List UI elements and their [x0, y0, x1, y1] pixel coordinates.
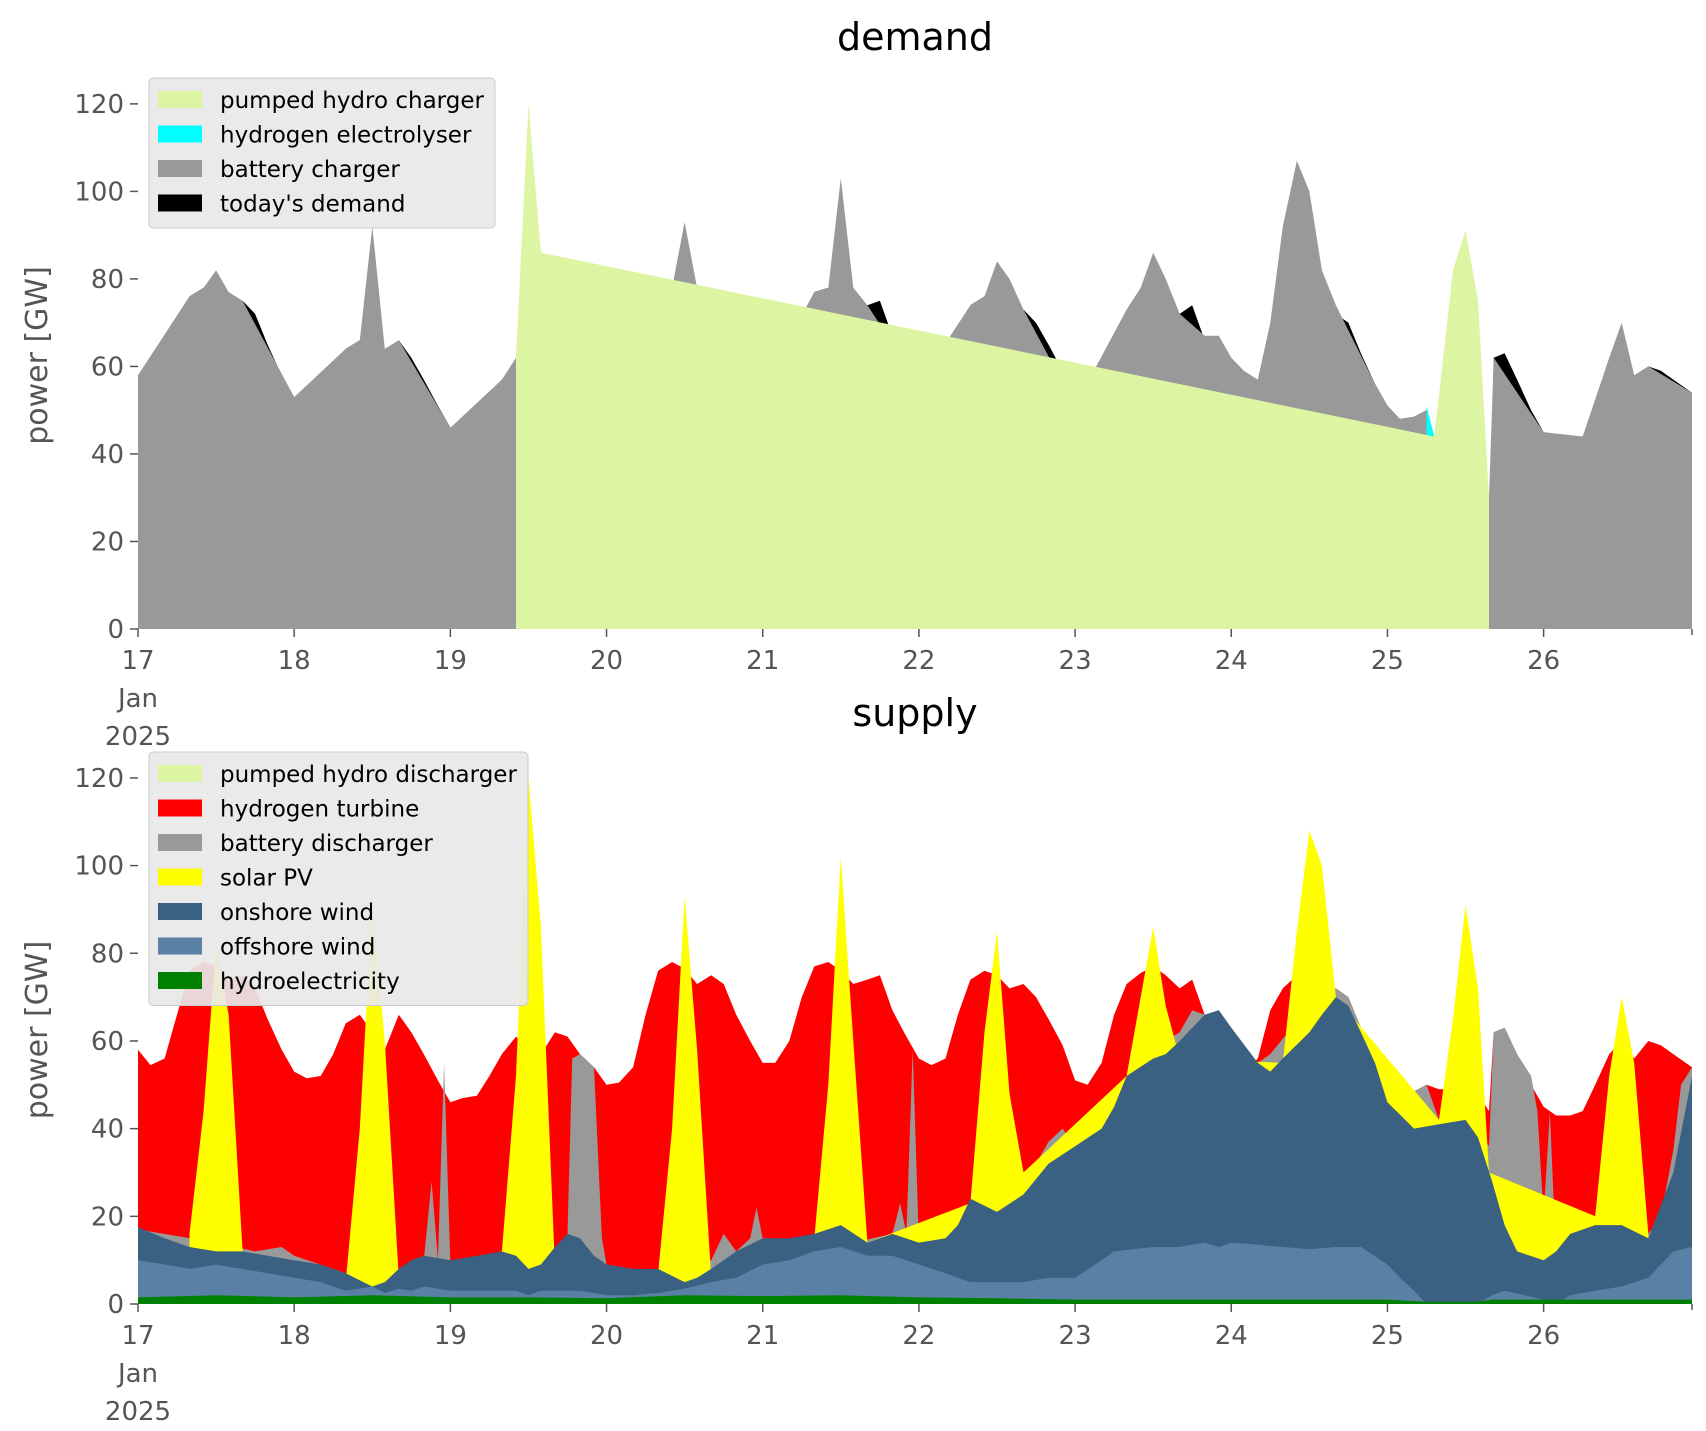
chart-1-area-offshore-wind: [138, 1242, 1692, 1304]
chart-1-legend-label-pumped-hydro-discharger: pumped hydro discharger: [220, 762, 517, 788]
chart-1-x-tick-label: Jan: [116, 1359, 158, 1389]
chart-1-x-tick-label: 20: [590, 1321, 623, 1351]
chart-0-title: demand: [837, 15, 993, 59]
chart-1-x-tick-label: 19: [434, 1321, 467, 1351]
chart-1-y-axis-label: power [GW]: [20, 941, 55, 1120]
chart-0-x-tick-label: Jan: [116, 684, 158, 714]
chart-0-x-tick-label: 2025: [105, 722, 171, 752]
chart-1-legend-label-battery-discharger: battery discharger: [220, 831, 433, 857]
chart-0-y-tick-label: 120: [74, 90, 124, 120]
chart-0-x-tick-label: 19: [434, 646, 467, 676]
chart-0-y-tick-label: 40: [91, 440, 124, 470]
chart-1-legend-box: [148, 751, 529, 1006]
chart-0-x-tick-label: 24: [1215, 646, 1248, 676]
chart-0-area-pumped-hydro-charger: [516, 103, 1489, 629]
chart-1-legend-swatch-offshore-wind: [158, 937, 202, 955]
chart-1-legend-label-hydroelectricity: hydroelectricity: [220, 969, 400, 995]
chart-0-x-tick-label: 25: [1371, 646, 1404, 676]
chart-1-y-tick-label: 40: [91, 1115, 124, 1145]
chart-1-x-tick-label: 22: [902, 1321, 935, 1351]
chart-0-y-tick-label: 20: [91, 527, 124, 557]
chart-1-y-tick-label: 20: [91, 1202, 124, 1232]
chart-1-y-tick-label: 120: [74, 764, 124, 794]
chart-1-x-tick-label: 17: [121, 1321, 154, 1351]
chart-1-y-tick-label: 80: [91, 939, 124, 969]
chart-0-y-axis-label: power [GW]: [20, 266, 55, 445]
chart-0-legend-label-battery-charger: battery charger: [220, 157, 400, 183]
chart-0-legend: pumped hydro charger hydrogen electrolyse…: [148, 77, 496, 229]
chart-1-area-hydroelectricity: [138, 1295, 1692, 1304]
chart-0-legend-label-hydrogen-electrolyser: hydrogen electrolyser: [220, 123, 472, 149]
chart-1-y-tick-label: 100: [74, 852, 124, 882]
chart-0-x-tick-label: 21: [746, 646, 779, 676]
chart-1-legend-swatch-pumped-hydro-discharger: [158, 765, 202, 782]
chart-0-legend-label-today-s-demand: today's demand: [220, 192, 405, 218]
chart-1-legend-swatch-hydroelectricity: [158, 972, 202, 989]
chart-0-legend-swatch-hydrogen-electrolyser: [158, 125, 202, 143]
chart-1-x-tick-label: 24: [1215, 1321, 1248, 1351]
chart-1-legend-swatch-onshore-wind: [158, 903, 202, 920]
chart-0-y-tick-label: 80: [91, 265, 124, 295]
chart-1-legend-label-onshore-wind: onshore wind: [220, 900, 374, 926]
chart-1-legend-label-solar-pv: solar PV: [220, 866, 313, 892]
chart-0-legend-label-pumped-hydro-charger: pumped hydro charger: [220, 88, 484, 114]
chart-0-x-tick-label: 23: [1059, 646, 1092, 676]
chart-1-x-tick-label: 23: [1059, 1321, 1092, 1351]
chart-1-legend-swatch-solar-pv: [158, 868, 202, 886]
chart-0-x-tick-label: 22: [902, 646, 935, 676]
chart-1-legend: pumped hydro discharger hydrogen turbine b…: [148, 751, 529, 1006]
chart-0-y-tick-label: 60: [91, 352, 124, 382]
chart-1-x-tick-label: 25: [1371, 1321, 1404, 1351]
chart-0-x-tick-label: 18: [278, 646, 311, 676]
chart-1-legend-swatch-hydrogen-turbine: [158, 799, 202, 817]
chart-1-legend-label-hydrogen-turbine: hydrogen turbine: [220, 797, 419, 823]
chart-0-x-tick-label: 26: [1527, 646, 1560, 676]
chart-1-x-tick-label: 26: [1527, 1321, 1560, 1351]
chart-0-y-tick-label: 0: [107, 615, 124, 645]
chart-0-x-tick-label: 20: [590, 646, 623, 676]
chart-1-legend-label-offshore-wind: offshore wind: [220, 935, 375, 961]
chart-0-y-tick-label: 100: [74, 177, 124, 207]
chart-1-areas: [138, 777, 1692, 1304]
chart-1-title: supply: [852, 691, 977, 735]
chart-0-areas: [138, 103, 1692, 630]
chart-0-legend-swatch-today-s-demand: [158, 194, 202, 212]
chart-0-legend-swatch-pumped-hydro-charger: [158, 91, 202, 108]
chart-1-x-tick-label: 21: [746, 1321, 779, 1351]
chart-0-legend-swatch-battery-charger: [158, 160, 202, 177]
chart-0-x-tick-label: 17: [121, 646, 154, 676]
chart-1-legend-swatch-battery-discharger: [158, 834, 202, 851]
chart-1-x-tick-label: 18: [278, 1321, 311, 1351]
chart-1-y-tick-label: 0: [107, 1290, 124, 1320]
chart-1-y-tick-label: 60: [91, 1027, 124, 1057]
chart-1-area-onshore-wind: [138, 997, 1692, 1304]
chart-0-legend-box: [148, 77, 496, 229]
chart-1-x-tick-label: 2025: [105, 1397, 171, 1427]
